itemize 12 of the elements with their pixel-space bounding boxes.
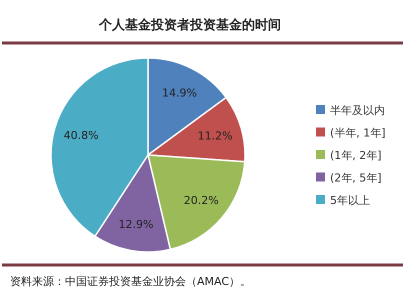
data-label: 20.2% [184, 194, 219, 208]
legend-label: (1年, 2年] [330, 149, 382, 162]
legend-label: 半年及以内 [330, 104, 385, 117]
legend-label: (半年, 1年] [330, 126, 386, 140]
data-label: 11.2% [198, 130, 233, 143]
legend-label: (2年, 5年] [330, 172, 382, 184]
text: 资料来源：中国证券投资基金业协会（AMAC）。 [10, 275, 252, 288]
chart-title: 个人基金投资者投资基金的时间 [98, 18, 281, 33]
data-label: 14.9% [162, 86, 197, 100]
data-label: 12.9% [118, 218, 154, 231]
data-label: 40.8% [64, 129, 99, 142]
legend-label: 5年以上 [330, 194, 370, 207]
